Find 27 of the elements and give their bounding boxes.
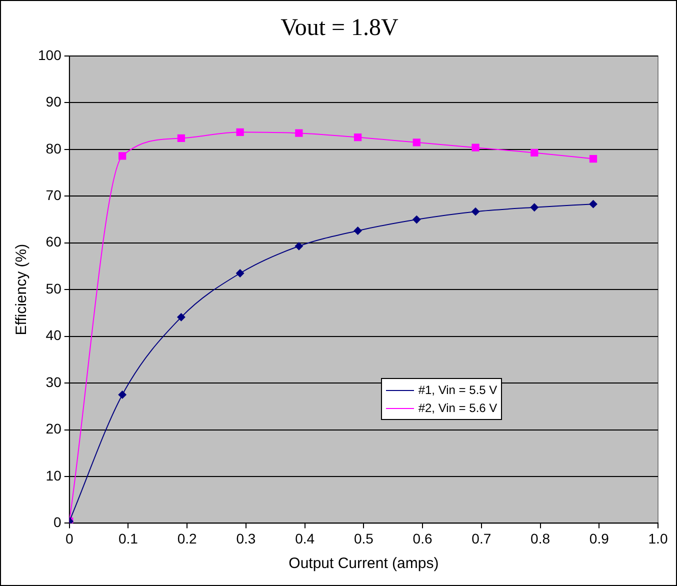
y-tick-label: 20 [46,420,62,437]
y-tick-label: 90 [46,94,62,110]
x-tick-label: 0.9 [589,530,610,546]
x-tick-label: 0.6 [412,530,432,546]
legend-label: #1, Vin = 5.5 V [418,383,498,398]
x-tick-label: 0.5 [354,530,374,546]
chart-title: Vout = 1.8V [280,15,400,42]
legend-label: #2, Vin = 5.6 V [418,401,498,416]
y-tick-label: 80 [46,140,62,156]
y-tick-label: 30 [46,374,62,390]
y-tick-label: 10 [46,467,62,484]
y-tick-label: 60 [46,234,62,250]
x-tick-label: 0.4 [295,530,315,546]
y-tick-label: 100 [38,46,62,63]
x-tick-label: 1.0 [648,530,668,546]
x-tick-label: 0.1 [118,530,138,546]
y-tick-label: 70 [46,187,62,204]
x-tick-label: 0.3 [236,530,256,546]
y-tick-label: 50 [46,280,62,296]
x-tick-label: 0.8 [530,530,550,546]
y-tick-label: 0 [54,514,62,530]
x-tick-label: 0.7 [472,530,492,546]
y-axis-title: Efficiency (%) [13,244,30,336]
x-axis-title: Output Current (amps) [288,555,439,572]
x-tick-label: 0 [65,530,74,546]
y-tick-label: 40 [46,327,62,344]
x-tick-label: 0.2 [177,530,198,546]
